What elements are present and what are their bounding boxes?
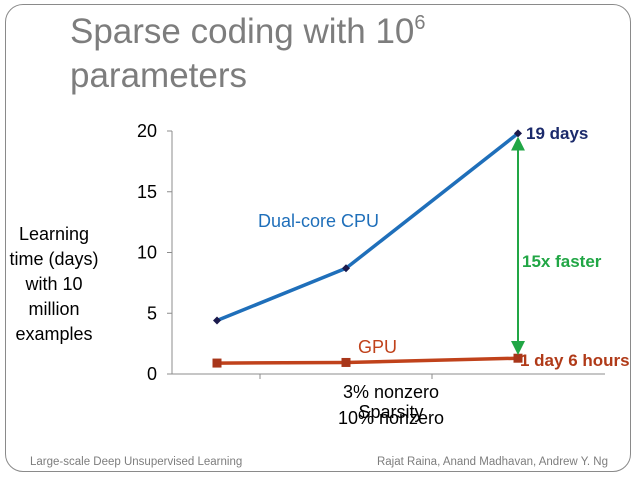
- annotation-cpu-time: 19 days: [526, 124, 588, 143]
- y-axis-label-line: examples: [15, 324, 93, 344]
- annotation-speedup: 15x faster: [522, 252, 602, 271]
- x-tick-label: 3% nonzero: [343, 382, 439, 402]
- data-point: [513, 353, 523, 363]
- title-superscript: 6: [414, 12, 426, 34]
- slide-frame: [5, 4, 631, 472]
- series-label: Dual-core CPU: [258, 211, 379, 231]
- data-point: [213, 316, 221, 325]
- y-tick-label: 20: [137, 121, 157, 141]
- annotation-gpu-time: 1 day 6 hours: [520, 351, 630, 370]
- data-point: [212, 358, 222, 368]
- y-tick-label: 15: [137, 182, 157, 202]
- x-tick-label: 10% nonzero: [338, 408, 444, 428]
- y-tick-label: 10: [137, 243, 157, 263]
- data-point: [341, 357, 351, 367]
- x-axis-label: Sparsity: [358, 402, 423, 422]
- data-point: [514, 129, 522, 138]
- y-axis-label: Learning time (days) with 10 million exa…: [6, 222, 102, 347]
- footer-left: Large-scale Deep Unsupervised Learning: [30, 456, 243, 468]
- slide-title: Sparse coding with 106 parameters: [70, 10, 590, 98]
- y-axis-label-line: time (days): [9, 249, 99, 269]
- title-main: Sparse coding with 10: [70, 12, 415, 51]
- footer-right: Rajat Raina, Anand Madhavan, Andrew Y. N…: [376, 456, 608, 468]
- y-tick-label: 5: [147, 303, 157, 323]
- y-axis-label-line: million: [28, 299, 80, 319]
- data-point: [342, 264, 350, 273]
- series-label: GPU: [358, 337, 397, 357]
- y-axis-label-line: Learning: [18, 224, 90, 244]
- y-axis-label-line: with 10: [25, 274, 83, 294]
- y-tick-label: 0: [147, 364, 157, 384]
- title-line2: parameters: [70, 56, 248, 95]
- series-line: [216, 356, 519, 365]
